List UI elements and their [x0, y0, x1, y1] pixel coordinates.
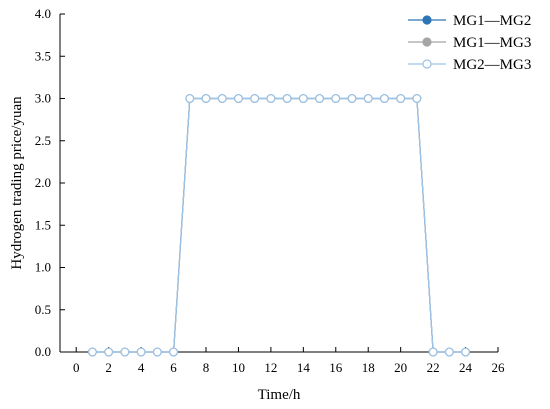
x-tick-label: 0: [73, 360, 80, 375]
x-tick-label: 6: [170, 360, 177, 375]
y-tick-label: 0.0: [35, 344, 51, 359]
data-point: [380, 94, 389, 103]
data-point: [266, 94, 276, 103]
y-tick-label: 3.0: [35, 91, 51, 106]
series-line: [92, 97, 466, 353]
x-tick-label: 24: [459, 360, 473, 375]
data-point: [185, 94, 195, 103]
x-axis-title: Time/h: [258, 387, 301, 403]
x-tick-label: 2: [105, 360, 112, 375]
x-tick-label: 16: [329, 360, 343, 375]
legend-item-3: MG2—MG3: [408, 57, 531, 73]
legend-label: MG1—MG3: [453, 35, 531, 51]
x-tick-label: 4: [138, 360, 145, 375]
data-point: [428, 347, 438, 357]
x-tick-label: 8: [203, 360, 210, 375]
data-point: [234, 94, 243, 103]
y-tick-label: 1.5: [35, 217, 51, 232]
series-3: [88, 94, 470, 357]
x-tick-label: 12: [264, 360, 277, 375]
x-tick-label: 20: [394, 360, 407, 375]
x-tick-label: 14: [297, 360, 311, 375]
x-tick-label: 18: [362, 360, 375, 375]
data-point: [169, 347, 178, 357]
series-line: [92, 97, 466, 353]
legend-label: MG2—MG3: [453, 57, 531, 73]
legend-item-2: MG1—MG3: [408, 35, 531, 51]
series-layer: [88, 94, 470, 357]
data-point: [136, 347, 146, 357]
series-line: [92, 97, 466, 353]
data-point: [250, 94, 260, 103]
data-point: [120, 347, 130, 357]
x-tick-label: 26: [492, 360, 506, 375]
y-tick-label: 3.5: [35, 48, 51, 63]
axes: 0.00.51.01.52.02.53.03.54.00 2 4 6 8 10 12 14 16…: [35, 6, 505, 375]
legend-swatch-marker: [422, 37, 432, 47]
data-point: [298, 94, 308, 103]
data-point: [201, 94, 211, 103]
y-tick-label: 4.0: [35, 6, 51, 21]
x-tick-label: 10: [232, 360, 245, 375]
data-point: [331, 94, 341, 103]
data-point: [217, 94, 227, 103]
legend-swatch-marker: [422, 15, 432, 25]
y-tick-label: 2.0: [35, 175, 51, 190]
data-point: [282, 94, 292, 103]
data-point: [152, 347, 162, 357]
data-point: [412, 94, 422, 103]
series-1: [88, 94, 470, 357]
data-point: [363, 94, 373, 103]
y-tick-label: 0.5: [35, 302, 51, 317]
data-point: [347, 94, 357, 103]
data-point: [88, 347, 97, 357]
data-point: [461, 347, 470, 357]
y-tick-label: 2.5: [35, 133, 51, 148]
legend-item-1: MG1—MG2: [408, 13, 531, 29]
data-point: [315, 94, 324, 103]
data-point: [396, 94, 406, 103]
y-tick-label: 1.0: [35, 260, 51, 275]
data-point: [104, 347, 114, 357]
legend: MG1—MG2 MG1—MG3 MG2—MG3: [408, 13, 531, 73]
y-axis-title: Hydrogen trading price/yuan: [9, 96, 25, 270]
legend-label: MG1—MG2: [453, 13, 531, 29]
legend-swatch-marker: [422, 59, 432, 69]
x-tick-label: 22: [427, 360, 440, 375]
data-point: [444, 347, 454, 357]
series-2: [88, 94, 470, 357]
